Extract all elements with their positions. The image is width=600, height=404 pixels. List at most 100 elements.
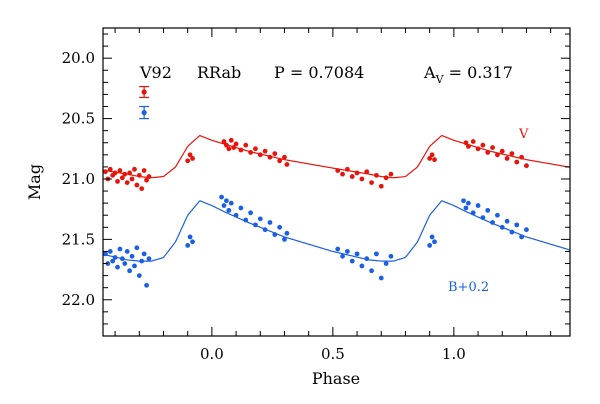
v-band-data-point bbox=[514, 159, 520, 165]
v-band-data-point bbox=[524, 163, 529, 169]
b-band-data-point bbox=[119, 256, 125, 262]
v-band-data-point bbox=[465, 143, 471, 149]
b-band-data-point bbox=[267, 220, 273, 225]
b-band-data-point bbox=[248, 210, 254, 216]
b-band-data-point bbox=[117, 246, 123, 252]
x-axis-title: Phase bbox=[312, 369, 360, 388]
y-tick-label: 22.0 bbox=[62, 291, 95, 309]
v-band-data-point bbox=[463, 140, 469, 146]
b-band-data-point bbox=[470, 210, 476, 216]
b-band-data-point bbox=[429, 234, 435, 240]
b-band-data-point bbox=[374, 251, 379, 257]
v-band-data-point bbox=[124, 180, 130, 186]
v-band-data-point bbox=[122, 171, 128, 177]
b-band-data-point bbox=[129, 253, 135, 259]
b-band-data-point bbox=[103, 251, 108, 257]
v-band-data-point bbox=[509, 151, 515, 157]
amplitude-value: = 0.317 bbox=[444, 63, 513, 82]
b-band-data-point bbox=[284, 230, 290, 236]
b-band-data-point bbox=[115, 264, 120, 270]
v-band-data-point bbox=[359, 176, 365, 182]
b-band-data-point bbox=[228, 200, 234, 206]
v-band-data-point bbox=[243, 142, 249, 148]
v-band-data-point bbox=[187, 152, 193, 158]
b-band-data-point bbox=[272, 232, 278, 237]
b-band-data-point bbox=[461, 198, 466, 204]
v-band-data-point bbox=[374, 172, 379, 178]
b-band-data-point bbox=[519, 234, 525, 240]
annotation-layer: V92 RRab P = 0.7084 AV = 0.317 bbox=[139, 63, 513, 86]
b-band-data-point bbox=[257, 216, 263, 222]
b-band-data-point bbox=[378, 275, 384, 281]
b-band-data-point bbox=[122, 261, 128, 266]
b-band-data-point bbox=[134, 245, 140, 251]
v-error-bar-point bbox=[141, 89, 147, 95]
b-band-data-point bbox=[277, 224, 283, 230]
v-band-data-point bbox=[340, 171, 345, 177]
v-band-data-point bbox=[248, 150, 254, 155]
v-band-label: V bbox=[518, 127, 529, 142]
v-band-data-point bbox=[495, 152, 500, 158]
v-band-data-point bbox=[141, 168, 147, 173]
v-band-data-point bbox=[262, 148, 268, 154]
b-band-data-point bbox=[465, 200, 471, 206]
variable-type-annotation: RRab bbox=[197, 63, 241, 82]
v-band-data-point bbox=[144, 177, 149, 183]
axis-layer: Phase Mag 0.0 0.5 1.0 20.0 20.5 21.0 21.5 22.0 bbox=[25, 27, 571, 388]
b-band-data-point bbox=[146, 256, 152, 262]
b-band-data-point bbox=[243, 217, 249, 223]
v-band-data-point bbox=[136, 172, 142, 178]
y-tick-label: 20.5 bbox=[62, 110, 95, 128]
b-band-data-point bbox=[139, 258, 145, 264]
v-band-data-point bbox=[117, 168, 123, 173]
v-band-data-point bbox=[190, 156, 195, 161]
v-band-data-point bbox=[378, 183, 384, 189]
v-band-data-point bbox=[364, 169, 370, 175]
v-band-data-point bbox=[519, 154, 525, 160]
v-band-data-point bbox=[112, 170, 118, 176]
b-band-data-point bbox=[141, 251, 147, 257]
b-band-data-point bbox=[190, 239, 195, 245]
amplitude-annotation: AV = 0.317 bbox=[423, 63, 513, 86]
v-band-data-point bbox=[470, 139, 476, 144]
b-band-data-point bbox=[124, 249, 130, 254]
b-band-data-point bbox=[219, 194, 224, 200]
v-band-data-point bbox=[129, 176, 135, 182]
v-band-data-point bbox=[354, 170, 360, 176]
x-tick-label: 0.5 bbox=[321, 345, 345, 363]
v-band-data-point bbox=[282, 154, 287, 160]
b-band-data-point bbox=[144, 282, 149, 288]
plot-frame bbox=[102, 27, 571, 337]
b-band-data-point bbox=[354, 251, 360, 257]
b-band-data-point bbox=[432, 239, 437, 245]
v-band-data-point bbox=[115, 178, 120, 184]
v-band-data-point bbox=[499, 148, 505, 154]
v-band-data-point bbox=[344, 166, 350, 172]
b-band-data-point bbox=[495, 212, 500, 218]
v-band-data-point bbox=[146, 174, 152, 179]
b-band-data-point bbox=[344, 249, 350, 254]
x-tick-label: 0.0 bbox=[200, 345, 224, 363]
v-band-data-point bbox=[228, 137, 234, 143]
b-band-data-point bbox=[233, 212, 239, 218]
v-band-data-point bbox=[231, 145, 237, 150]
v-band-data-point bbox=[335, 168, 341, 173]
b-band-data-point bbox=[340, 253, 345, 259]
b-band-data-point bbox=[359, 263, 365, 269]
amplitude-prefix: A bbox=[423, 63, 436, 82]
b-band-data-point bbox=[369, 268, 374, 274]
amplitude-subscript: V bbox=[435, 73, 445, 86]
v-band-data-point bbox=[233, 141, 239, 147]
v-band-data-point bbox=[277, 158, 283, 164]
b-band-data-point bbox=[262, 227, 268, 233]
v-band-data-point bbox=[134, 182, 140, 188]
v-band-data-point bbox=[103, 169, 108, 175]
b-band-data-point bbox=[112, 255, 118, 260]
b-band-data-point bbox=[238, 205, 244, 211]
b-band-data-point bbox=[475, 203, 481, 208]
v-band-data-point bbox=[253, 146, 258, 152]
b-band-data-point bbox=[282, 236, 287, 242]
v-band-data-point bbox=[267, 154, 273, 160]
b-band-data-point bbox=[364, 256, 370, 262]
